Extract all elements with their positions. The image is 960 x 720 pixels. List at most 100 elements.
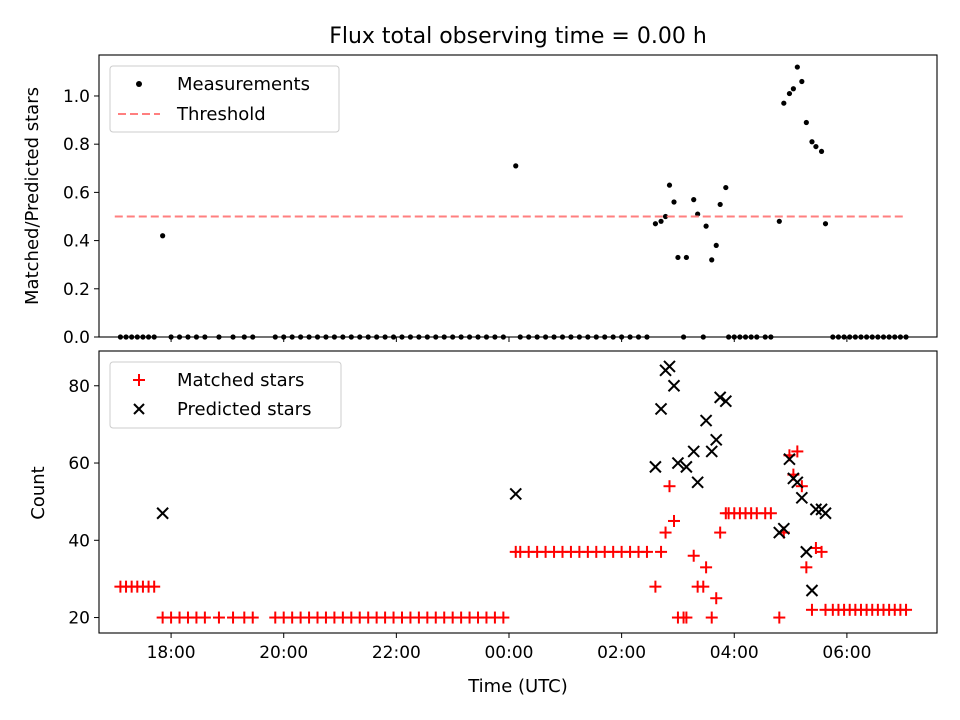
measurements-point [799, 78, 805, 85]
x-tick-label: 00:00 [484, 643, 533, 663]
predicted-stars-point [649, 460, 662, 474]
measurements-point [803, 119, 809, 126]
x-tick-label: 20:00 [259, 643, 308, 663]
matched-stars-point [705, 611, 718, 624]
top-x-ticks [170, 337, 848, 342]
bottom-plot-frame [98, 350, 938, 634]
matched-stars-point [148, 580, 161, 593]
measurements-point [818, 148, 825, 155]
predicted-stars-point [800, 545, 813, 559]
x-tick-label: 22:00 [372, 643, 421, 663]
top-y-tick-label: 0.6 [63, 183, 90, 203]
matched-stars-point [710, 592, 723, 605]
matched-stars-point [773, 611, 786, 624]
measurements-point [652, 221, 659, 227]
matched-stars-point [497, 611, 510, 624]
matched-stars-point [764, 507, 777, 520]
predicted-stars-point [710, 433, 723, 447]
bottom-y-tick-label: 80 [68, 377, 90, 397]
predicted-stars-point [809, 503, 823, 516]
predicted-stars-point [691, 476, 704, 489]
predicted-stars-point [667, 379, 681, 392]
measurements-point [666, 182, 673, 188]
predicted-stars-point [654, 402, 668, 416]
measurements-point [160, 233, 166, 239]
predicted-stars-point [705, 445, 718, 458]
matched-stars-point [700, 561, 713, 574]
top-plot-frame [98, 54, 938, 338]
predicted-stars-point [777, 522, 791, 535]
legend-measurements-marker [136, 81, 142, 87]
matched-stars-point [667, 514, 680, 527]
chart-title: Flux total observing time = 0.00 h [329, 24, 707, 49]
matched-stars-point [640, 545, 653, 558]
predicted-stars-point [783, 452, 796, 466]
x-tick-label: 18:00 [147, 643, 196, 663]
top-y-axis-label: Matched/Predicted stars [22, 87, 43, 305]
top-legend: Measurements Threshold [109, 65, 340, 133]
matched-stars-point [697, 580, 710, 593]
predicted-stars-point [509, 487, 522, 501]
matched-stars-point [687, 549, 700, 562]
measurements-point [671, 199, 677, 205]
measurements-point [723, 184, 729, 191]
measurements-point [703, 223, 709, 229]
bottom-y-tick-label: 60 [68, 454, 90, 474]
matched-stars-point [246, 611, 259, 624]
bottom-y-tick-label: 20 [68, 609, 90, 629]
matched-stars-point [659, 526, 672, 539]
matched-stars-point [663, 480, 676, 493]
measurements-point [813, 143, 819, 150]
bottom-y-tick-label: 40 [68, 531, 90, 551]
top-y-tick-label: 1.0 [63, 87, 90, 107]
matched-stars-point [815, 545, 828, 558]
matched-stars-point [680, 611, 693, 624]
measurements-point [658, 218, 664, 224]
predicted-stars-point [713, 391, 727, 404]
legend-matched-marker [133, 374, 145, 386]
predicted-stars-point [687, 445, 700, 458]
matched-stars-point [649, 580, 662, 593]
top-y-tick-label: 0.4 [63, 232, 90, 252]
predicted-stars-point [805, 584, 819, 597]
measurements-point [675, 254, 681, 261]
predicted-stars-point [791, 476, 804, 489]
predicted-stars-point [680, 460, 693, 474]
measurements-point [809, 139, 815, 145]
predicted-stars-point [156, 507, 169, 520]
top-legend-box [109, 65, 340, 133]
measurements-point [662, 213, 669, 220]
bottom-panel: 20 40 60 80 18:00 20:00 22:00 00:00 02:00 04:00 0… [28, 350, 938, 697]
bottom-marks [114, 360, 913, 624]
predicted-stars-point [819, 507, 832, 520]
matched-stars-point [198, 611, 211, 624]
top-y-axis: 0.0 0.2 0.4 0.6 0.8 1.0 [63, 87, 99, 348]
bottom-y-axis: 20 40 60 80 [68, 377, 99, 629]
x-tick-label: 02:00 [597, 643, 646, 663]
legend-threshold-label: Threshold [176, 104, 266, 125]
legend-measurements-label: Measurements [177, 74, 310, 95]
top-y-tick-label: 0.8 [63, 135, 90, 155]
matched-stars-point [791, 445, 804, 458]
measurements-point [713, 242, 719, 249]
predicted-stars-point [663, 360, 676, 373]
matched-stars-point [800, 561, 813, 574]
bottom-y-axis-label: Count [28, 466, 49, 519]
measurements-point [790, 86, 796, 92]
legend-predicted-marker [133, 403, 145, 415]
measurements-point [709, 257, 715, 263]
top-y-tick-label: 0.0 [63, 328, 90, 348]
matched-stars-point [655, 545, 668, 558]
legend-matched-label: Matched stars [177, 370, 304, 391]
top-panel: 0.0 0.2 0.4 0.6 0.8 1.0 Matched/Predicted sta… [22, 54, 938, 348]
measurements-point [822, 221, 829, 227]
matched-stars-point [212, 611, 225, 624]
x-axis-label: Time (UTC) [467, 676, 568, 697]
bottom-legend: Matched stars Predicted stars [109, 361, 342, 429]
x-tick-label: 06:00 [822, 643, 871, 663]
legend-predicted-label: Predicted stars [177, 399, 311, 420]
matched-stars-point [900, 603, 913, 616]
predicted-stars-point [719, 395, 733, 408]
measurements-point [717, 201, 723, 208]
